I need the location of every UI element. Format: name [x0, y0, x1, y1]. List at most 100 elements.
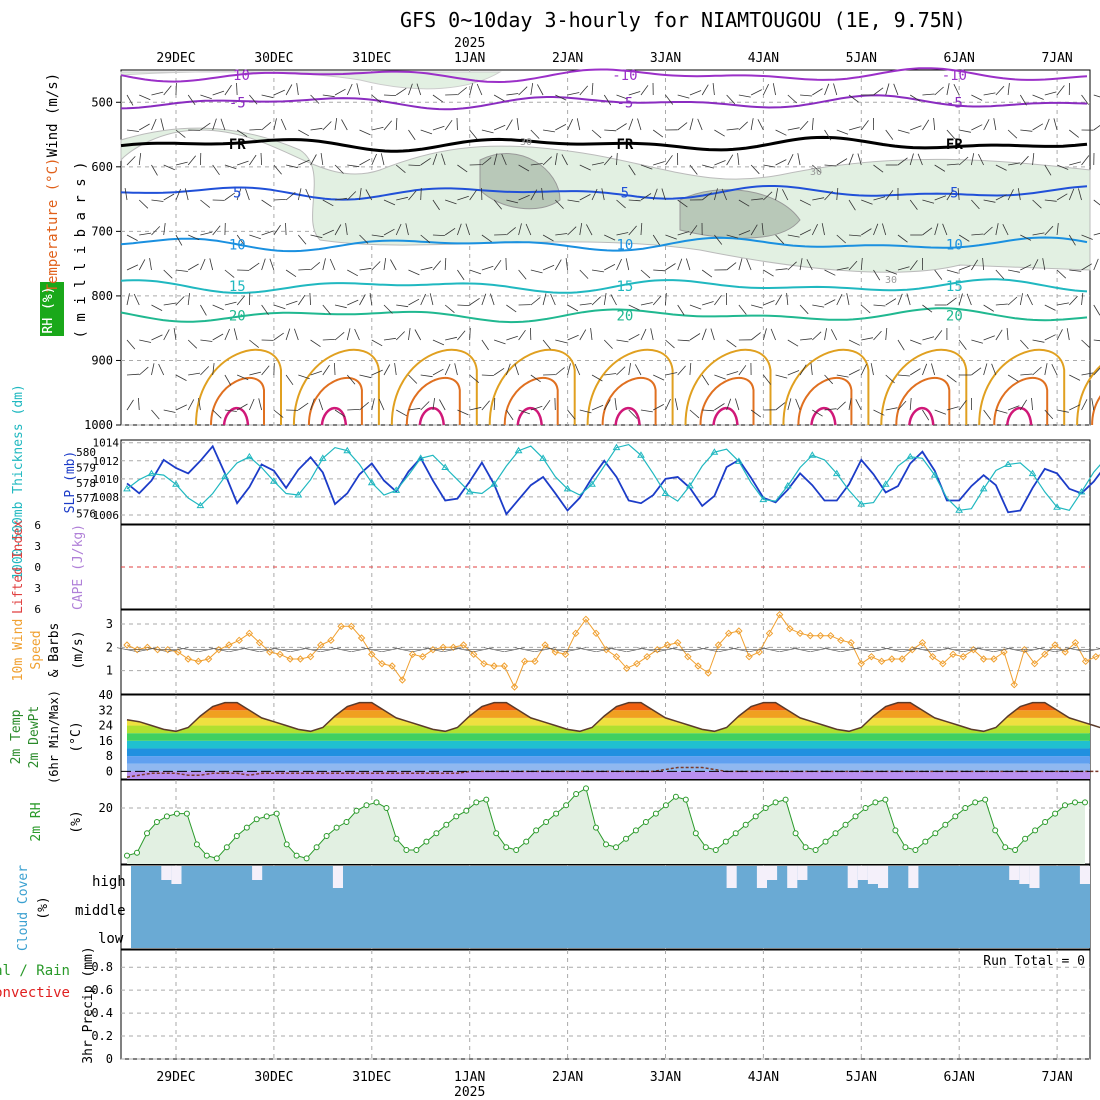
wind-barb — [158, 363, 165, 376]
wind-barb — [236, 295, 246, 306]
wind-barb — [163, 329, 170, 341]
wind-speed-marker — [510, 683, 519, 691]
wind-barb — [770, 328, 776, 341]
wind-barb — [493, 259, 502, 271]
wind-barb — [763, 191, 773, 201]
wind-barb — [846, 293, 850, 306]
wind-barb — [824, 374, 833, 385]
wind-barb — [555, 124, 567, 131]
rh2m-marker — [982, 796, 989, 803]
wind-barb — [138, 199, 149, 209]
wind-barb — [236, 188, 242, 201]
thickness-marker — [637, 451, 645, 458]
wind-barb — [380, 153, 385, 166]
wind-barb — [354, 328, 360, 341]
wind-barb — [812, 164, 822, 174]
wind-barb — [893, 83, 899, 96]
date-label-top: 31DEC — [352, 51, 391, 66]
wind-barb — [665, 94, 674, 105]
wind-barb — [958, 234, 970, 242]
rh2m-marker — [922, 838, 929, 845]
isotherm-temp_25 — [1076, 365, 1100, 426]
wind-barb — [897, 400, 907, 411]
rh2m-marker — [293, 852, 300, 859]
wind-barb — [481, 400, 490, 411]
rh2m-marker — [762, 805, 769, 811]
rh2m-marker — [782, 796, 789, 803]
wind-barb — [1032, 232, 1045, 236]
wind-speed-marker — [164, 645, 172, 654]
wind-speed-marker — [582, 615, 590, 624]
wind-barb — [640, 164, 653, 170]
wind-barb — [224, 374, 232, 386]
wind-barb — [542, 293, 547, 306]
wind-barb — [652, 129, 664, 138]
wind-barb — [280, 118, 287, 131]
wind-barb — [383, 94, 397, 96]
isotherm-label: -5 — [229, 95, 246, 111]
wind-barb — [873, 196, 886, 201]
wind-barb — [439, 399, 446, 411]
wind-barb — [824, 129, 832, 141]
isotherm-temp_35 — [712, 406, 739, 426]
wind-barb — [799, 199, 811, 206]
wind-barb — [224, 164, 237, 170]
wind-barb — [628, 91, 641, 96]
wind-barb — [946, 129, 956, 140]
wind-speed-marker — [215, 645, 223, 654]
cloud-high-gap — [857, 866, 868, 880]
wind-barb — [506, 227, 516, 236]
wind-barb — [454, 363, 458, 376]
wind-barb — [953, 84, 960, 96]
wind-barb — [824, 269, 836, 276]
rh2m-marker — [313, 844, 320, 851]
wind-barb — [469, 327, 471, 341]
wind-barb — [493, 94, 505, 102]
wind-barb — [750, 224, 758, 236]
precip-tick-label: 0 — [106, 1052, 113, 1066]
wind-barb — [848, 199, 856, 211]
wind-barb — [971, 199, 980, 210]
wind-speed-marker — [194, 657, 203, 666]
wind-barb — [795, 398, 801, 411]
wind-barb — [444, 363, 451, 376]
rh2m-marker — [323, 833, 330, 839]
date-label-bottom: 1JAN — [454, 1070, 485, 1085]
isotherm-label: 20 — [616, 308, 633, 324]
wind-barb — [542, 399, 551, 411]
wind-barb — [824, 83, 830, 96]
wind-speed-marker — [541, 641, 549, 649]
isotherm-temp_35 — [418, 406, 446, 426]
li-tick-label: 6 — [34, 603, 41, 616]
rh2m-marker — [523, 838, 530, 845]
wind-barb — [1019, 293, 1023, 306]
wind-barb — [310, 94, 320, 104]
wind-barb — [493, 153, 498, 166]
isotherm-label: 15 — [229, 279, 246, 295]
wind-barb — [444, 119, 453, 131]
wind-barb-10m — [473, 647, 494, 653]
wind-barb — [371, 153, 377, 166]
wind-barb — [309, 292, 311, 306]
wind-barb — [151, 409, 160, 420]
wind-barb — [249, 129, 262, 131]
wind-barb — [966, 293, 972, 306]
wind-barb — [322, 199, 334, 207]
slp-line — [126, 444, 1100, 516]
rh2m-tick-label: 20 — [99, 801, 113, 815]
wind-barb — [432, 398, 435, 411]
wind-speed-marker — [368, 650, 376, 659]
wind-barb-10m — [606, 647, 627, 653]
isotherm-temp_30 — [895, 376, 951, 426]
precip-tick-label: 0.2 — [91, 1029, 113, 1043]
wind-barb — [188, 372, 201, 376]
wind-barb — [957, 187, 960, 201]
wind-barb — [576, 118, 581, 131]
wind-barb — [993, 118, 997, 131]
wind-barb — [836, 267, 849, 271]
wind-barb — [848, 234, 862, 237]
wind-barb — [163, 85, 172, 96]
wind-barb-10m — [667, 647, 688, 653]
wind-barb — [408, 83, 413, 96]
wind-speed-marker — [123, 641, 131, 649]
